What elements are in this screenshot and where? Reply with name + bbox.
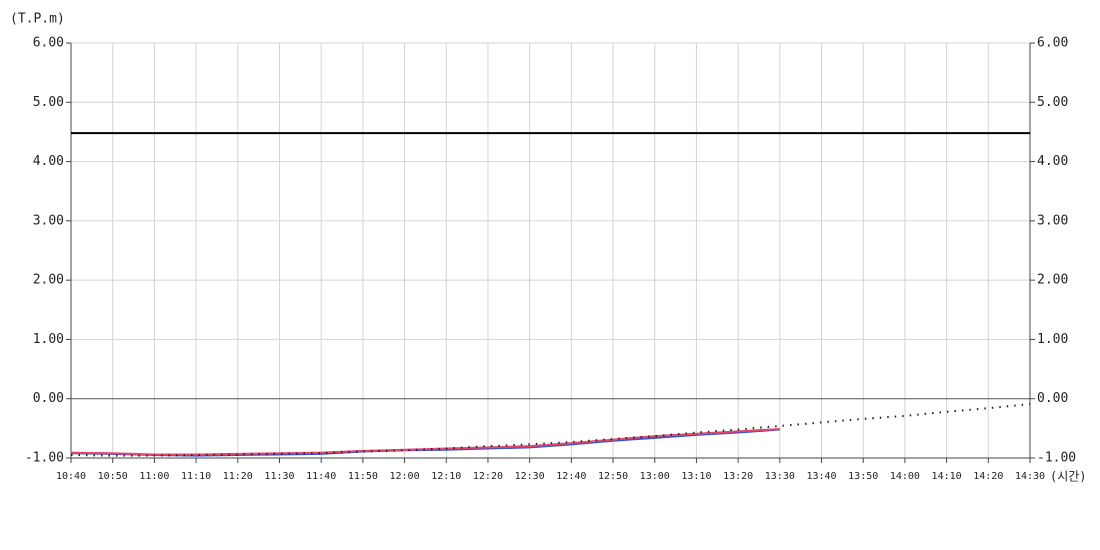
y2-tick-label: 1.00 [1037,332,1068,347]
x-tick-label: 13:00 [640,471,670,482]
x-tick-label: 12:00 [390,471,420,482]
x-tick-label: 14:20 [973,471,1003,482]
series-line [70,428,780,457]
x-tick-label: 11:00 [139,471,169,482]
x-tick-label: 10:50 [98,471,128,482]
x-tick-label: 14:10 [932,471,962,482]
x-tick-label: 13:20 [723,471,753,482]
x-tick-label: 11:30 [264,471,294,482]
y-tick-label: 6.00 [33,36,64,51]
y2-tick-label: 5.00 [1037,95,1068,110]
y-tick-label: 2.00 [33,273,64,288]
y2-tick-label: -1.00 [1037,451,1076,466]
y-tick-label: 5.00 [33,95,64,110]
x-tick-label: 13:30 [765,471,795,482]
x-tick-label: 13:50 [848,471,878,482]
y2-tick-label: 3.00 [1037,213,1068,228]
y-tick-label: 4.00 [33,154,64,169]
x-tick-label: 11:50 [348,471,378,482]
series-line [70,403,1031,457]
y2-tick-label: 2.00 [1037,273,1068,288]
x-tick-label: 12:50 [598,471,628,482]
x-tick-label: 14:00 [890,471,920,482]
y-axis-label: (T.P.m) [10,12,65,27]
x-tick-label: 11:40 [306,471,336,482]
series-line [70,427,780,456]
x-tick-label: 12:40 [556,471,586,482]
x-tick-label: 10:40 [56,471,86,482]
x-tick-label: 12:30 [515,471,545,482]
x-tick-label: 13:10 [681,471,711,482]
y-tick-label: 3.00 [33,213,64,228]
x-axis-label: (시간) [1050,470,1087,484]
y2-tick-label: 4.00 [1037,154,1068,169]
x-tick-label: 12:10 [431,471,461,482]
x-tick-label: 11:20 [223,471,253,482]
y-tick-label: 0.00 [33,391,64,406]
y-tick-label: 1.00 [33,332,64,347]
x-tick-label: 14:30 [1015,471,1045,482]
x-tick-label: 12:20 [473,471,503,482]
y2-tick-label: 6.00 [1037,36,1068,51]
y-tick-label: -1.00 [25,451,64,466]
x-tick-label: 13:40 [806,471,836,482]
x-tick-label: 11:10 [181,471,211,482]
y2-tick-label: 0.00 [1037,391,1068,406]
